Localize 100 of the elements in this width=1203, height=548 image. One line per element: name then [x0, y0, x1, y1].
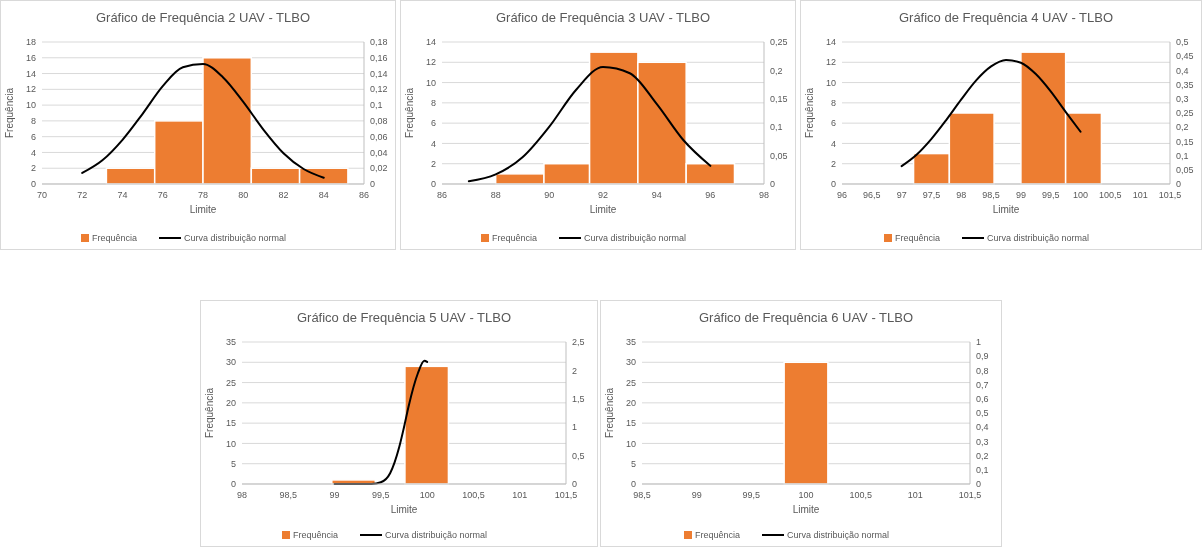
y2-tick-label: 0	[770, 179, 776, 190]
x-tick-label: 76	[157, 190, 168, 200]
x-tick-label: 80	[238, 190, 249, 200]
y-tick-label: 4	[430, 138, 436, 149]
legend-label: Frequência	[695, 530, 741, 541]
x-tick-label: 99	[691, 490, 702, 500]
y-tick-label: 15	[225, 418, 236, 429]
x-tick-label: 97,5	[922, 190, 941, 200]
y-tick-label: 0	[230, 479, 236, 490]
chart-title: Gráfico de Frequência 3 UAV - TLBO	[495, 10, 711, 25]
x-tick-label: 82	[278, 190, 289, 200]
y2-tick-label: 0,2	[1176, 122, 1189, 133]
y2-tick-label: 1,5	[572, 393, 585, 404]
y-tick-label: 0	[630, 479, 636, 490]
x-axis-title: Limite	[589, 204, 617, 215]
x-tick-label: 74	[117, 190, 128, 200]
x-tick-label: 101	[512, 490, 528, 500]
y-tick-label: 12	[825, 57, 836, 68]
x-tick-label: 84	[318, 190, 329, 200]
y-tick-label: 12	[425, 57, 436, 68]
y-tick-label: 4	[830, 138, 836, 149]
y2-tick-label: 0,15	[770, 93, 788, 104]
y-tick-label: 0	[430, 179, 436, 190]
y-tick-label: 8	[830, 98, 836, 109]
y2-tick-label: 0,1	[976, 464, 989, 475]
x-tick-label: 99	[1015, 190, 1026, 200]
y2-tick-label: 0,25	[1176, 108, 1194, 119]
y-tick-label: 25	[225, 377, 236, 388]
y2-tick-label: 0,7	[976, 379, 989, 390]
y2-tick-label: 0,25	[770, 37, 788, 48]
x-axis-title: Limite	[189, 204, 217, 215]
y2-tick-label: 0	[976, 479, 982, 490]
legend-label: Frequência	[492, 233, 538, 244]
y2-tick-label: 0	[572, 479, 578, 490]
line-series	[81, 63, 325, 179]
y-tick-label: 14	[825, 37, 836, 48]
x-tick-label: 101	[907, 490, 923, 500]
y-tick-label: 30	[225, 357, 236, 368]
x-tick-label: 78	[197, 190, 209, 200]
y2-tick-label: 2	[572, 365, 578, 376]
y2-tick-label: 0,3	[1176, 93, 1189, 104]
x-tick-label: 97	[896, 190, 907, 200]
y-axis-title: Frequência	[204, 387, 215, 439]
chart-title: Gráfico de Frequência 5 UAV - TLBO	[296, 310, 512, 325]
legend-label: Frequência	[293, 530, 339, 541]
y2-tick-label: 0,2	[770, 65, 783, 76]
y-tick-label: 2	[830, 158, 836, 169]
legend-label: Curva distribuição normal	[787, 530, 890, 541]
x-tick-label: 96	[705, 190, 716, 200]
y2-tick-label: 0,45	[1176, 51, 1194, 62]
x-tick-label: 72	[77, 190, 88, 200]
chart-title: Gráfico de Frequência 2 UAV - TLBO	[95, 10, 311, 25]
y-tick-label: 10	[625, 438, 636, 449]
y-tick-label: 4	[30, 147, 36, 158]
y-tick-label: 10	[225, 438, 236, 449]
y2-tick-label: 0,3	[976, 436, 989, 447]
x-tick-label: 99,5	[742, 490, 761, 500]
x-tick-label: 100	[798, 490, 814, 500]
chart-title: Gráfico de Frequência 6 UAV - TLBO	[698, 310, 914, 325]
legend-label: Frequência	[92, 233, 138, 244]
x-tick-label: 92	[597, 190, 609, 200]
y-tick-label: 35	[625, 337, 636, 348]
x-tick-label: 101	[1132, 190, 1148, 200]
x-tick-label: 98	[236, 490, 248, 500]
y2-tick-label: 0,05	[1176, 164, 1194, 175]
y-tick-label: 5	[230, 458, 236, 469]
y-tick-label: 10	[425, 77, 436, 88]
y2-tick-label: 0,4	[976, 422, 989, 433]
y-tick-label: 8	[30, 116, 36, 127]
y-tick-label: 2	[30, 163, 36, 174]
y2-tick-label: 0,16	[370, 52, 388, 63]
y2-tick-label: 2,5	[572, 337, 585, 348]
x-tick-label: 99	[329, 490, 340, 500]
y-tick-label: 30	[625, 357, 636, 368]
y-tick-label: 20	[225, 398, 236, 409]
line-series	[900, 58, 1082, 168]
y2-tick-label: 0,6	[976, 393, 989, 404]
y-axis-title: Frequência	[604, 387, 615, 439]
x-tick-label: 96,5	[863, 190, 881, 200]
y-tick-label: 18	[25, 37, 36, 48]
x-tick-label: 98	[758, 190, 770, 200]
y-tick-label: 14	[25, 68, 36, 79]
y-tick-label: 10	[825, 77, 836, 88]
y-tick-label: 16	[25, 52, 36, 63]
x-tick-label: 100,5	[1099, 190, 1122, 200]
y-tick-label: 12	[25, 84, 36, 95]
y-tick-label: 6	[830, 118, 836, 129]
y-tick-label: 6	[30, 131, 36, 142]
x-tick-label: 70	[36, 190, 48, 200]
y2-tick-label: 0,04	[370, 147, 388, 158]
x-tick-label: 98	[956, 190, 967, 200]
y-tick-label: 5	[630, 458, 636, 469]
y-tick-label: 15	[625, 418, 636, 429]
legend-label: Frequência	[895, 233, 941, 244]
y-tick-label: 8	[430, 98, 436, 109]
y2-tick-label: 0	[1176, 179, 1182, 190]
y2-tick-label: 0,5	[572, 450, 585, 461]
y-axis-title: Frequência	[404, 87, 415, 139]
y2-tick-label: 0,05	[770, 150, 788, 161]
y-tick-label: 2	[430, 158, 436, 169]
